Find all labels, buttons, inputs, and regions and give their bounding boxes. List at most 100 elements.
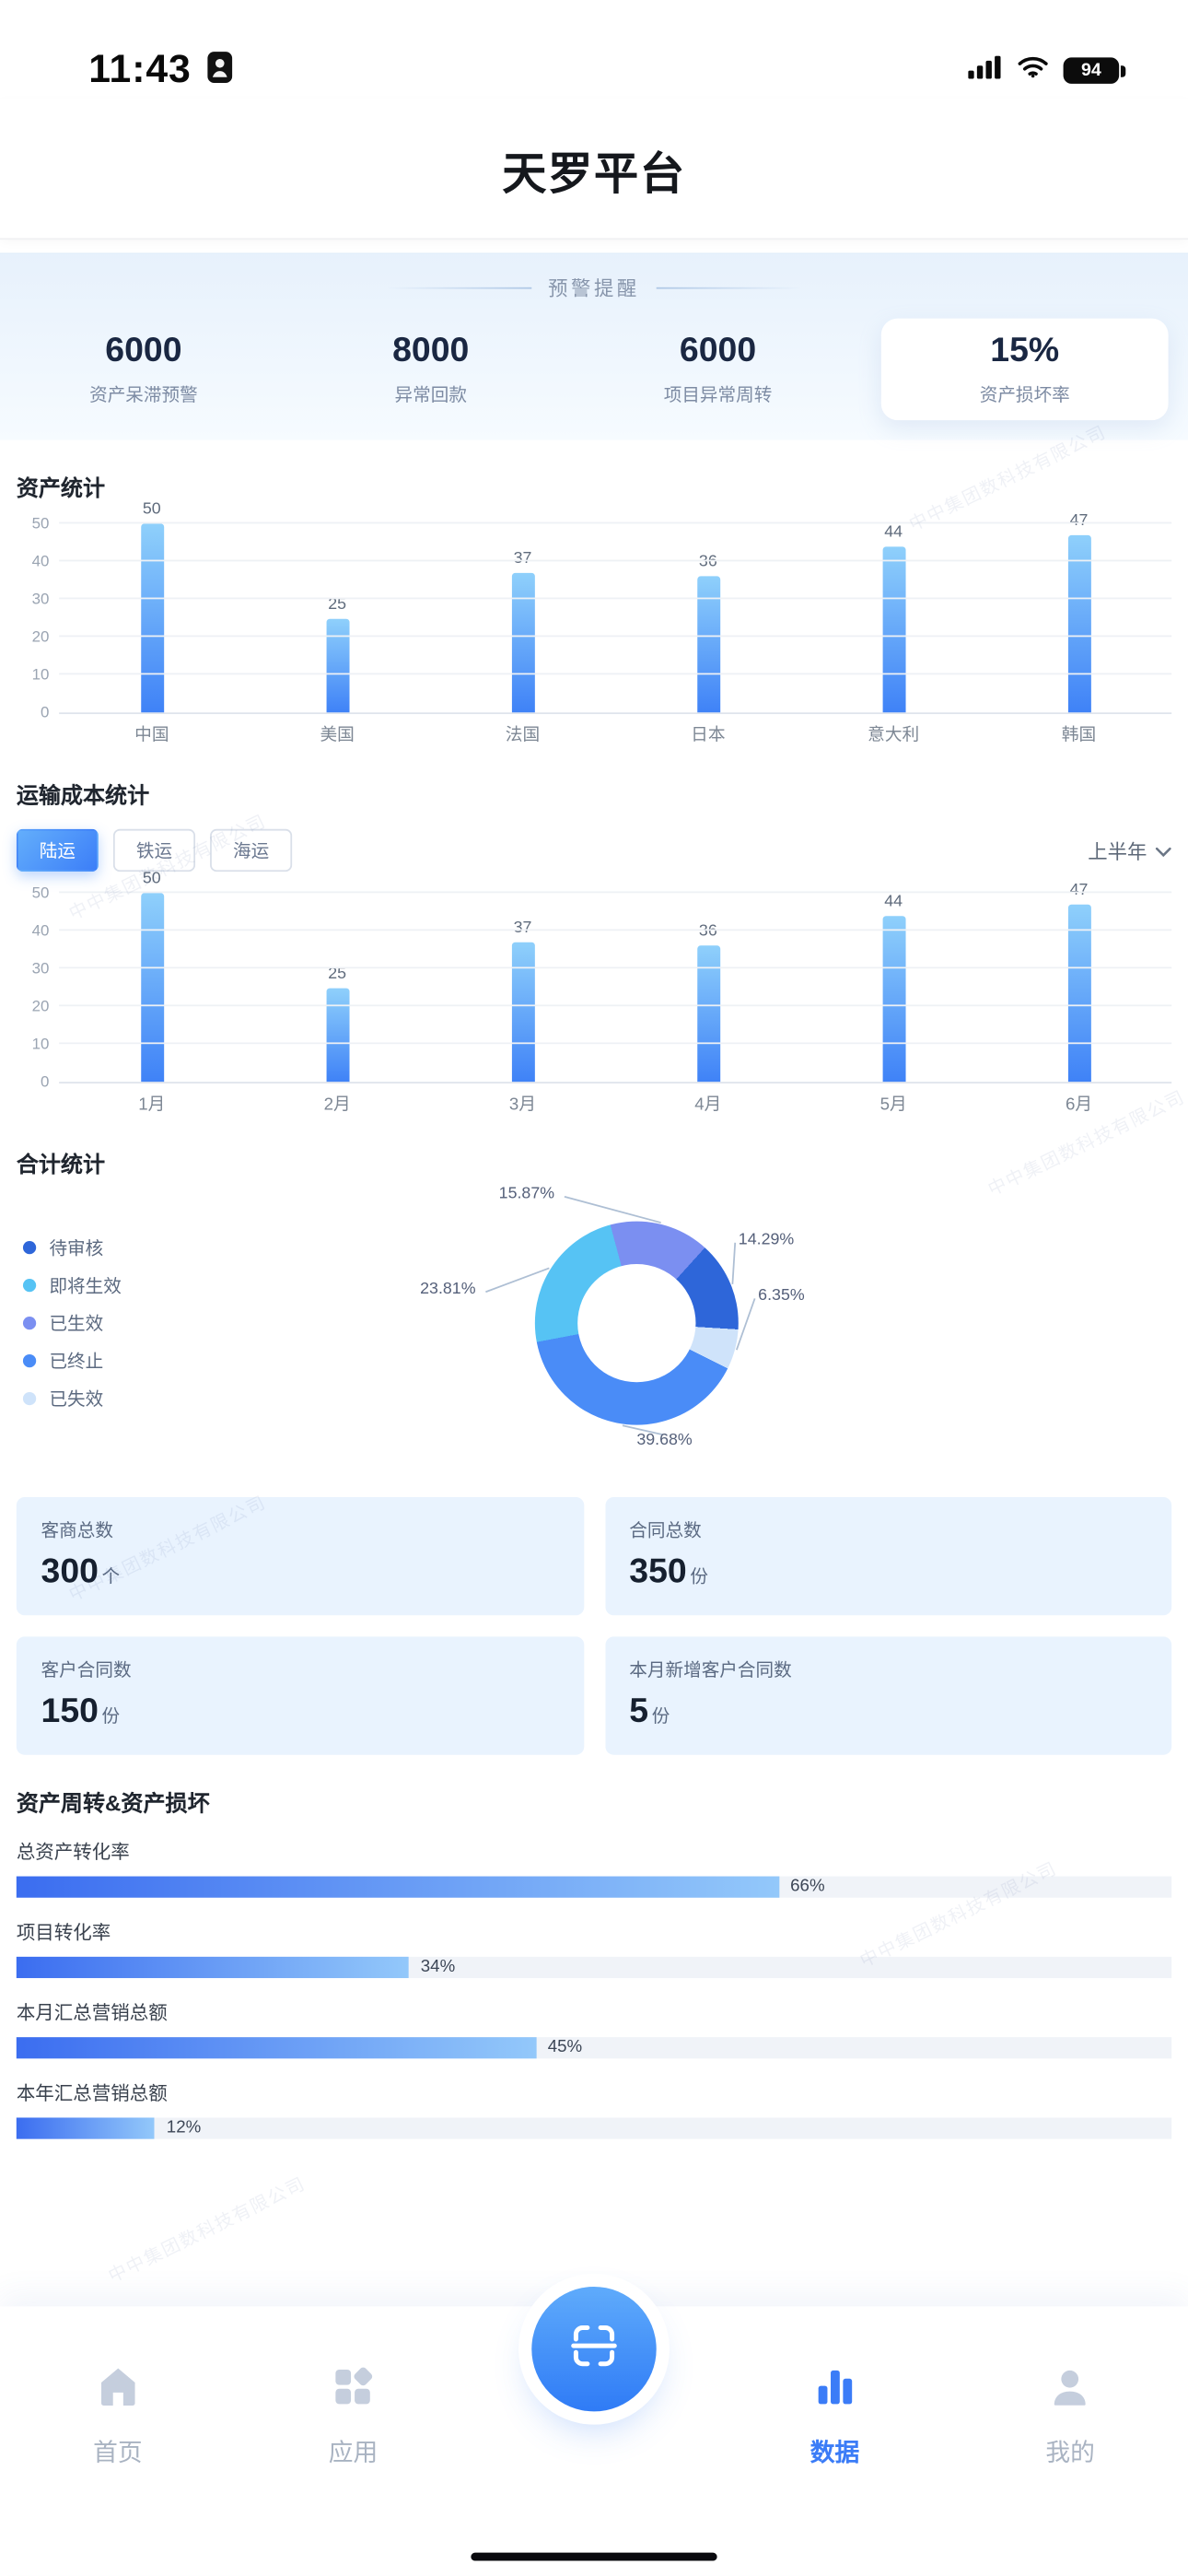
tab-item-label: 我的 xyxy=(1045,2439,1095,2467)
x-axis-label: 5月 xyxy=(879,1095,907,1115)
transport-tab-铁运[interactable]: 铁运 xyxy=(112,828,196,872)
alert-value: 6000 xyxy=(679,331,757,369)
progress-percent: 34% xyxy=(420,1956,456,1977)
stat-card-label: 本月新增客户合同数 xyxy=(629,1661,792,1681)
y-axis-label: 20 xyxy=(31,998,50,1016)
bar xyxy=(140,523,164,713)
transport-controls: 陆运 铁运 海运 上半年 xyxy=(16,828,1171,872)
x-axis-label: 6月 xyxy=(1065,1095,1093,1115)
stat-card-unit: 份 xyxy=(101,1707,121,1727)
bar-column: 44 xyxy=(801,892,986,1083)
status-right: 94 xyxy=(968,54,1126,87)
bar-chart: 0 10 20 30 40 50 50 25 37 36 44 47 1月 2月 3月 4月 5月 6月 xyxy=(17,870,1172,1117)
x-axis-label: 4月 xyxy=(694,1095,722,1115)
tab-item-我的[interactable]: 我的 xyxy=(952,2362,1188,2469)
status-time: 11:43 xyxy=(88,47,192,92)
bar xyxy=(881,545,905,713)
transport-tab-海运[interactable]: 海运 xyxy=(210,828,293,872)
gridline xyxy=(59,966,1172,969)
bar-value-label: 44 xyxy=(884,892,903,911)
legend-label: 已终止 xyxy=(49,1352,104,1373)
decorative-line-right xyxy=(656,287,801,289)
scan-button[interactable] xyxy=(531,2287,657,2412)
x-axis: 1月 2月 3月 4月 5月 6月 xyxy=(59,1092,1171,1117)
tab-item-数据[interactable]: 数据 xyxy=(717,2362,953,2469)
alert-item[interactable]: 6000 项目异常周转 xyxy=(575,319,862,420)
period-label: 上半年 xyxy=(1088,839,1147,863)
alert-value: 6000 xyxy=(105,331,182,369)
y-axis-label: 50 xyxy=(31,884,50,903)
x-axis-label: 法国 xyxy=(505,725,541,745)
bar-chart-plot: 0 10 20 30 40 50 50 25 37 36 44 47 xyxy=(32,500,1172,722)
bar-column: 37 xyxy=(430,525,615,713)
period-dropdown[interactable]: 上半年 xyxy=(1088,837,1171,864)
progress-track: 34% xyxy=(16,1956,1172,1979)
bar-column: 47 xyxy=(986,882,1171,1083)
tab-item-label: 数据 xyxy=(809,2439,860,2467)
bar-column: 25 xyxy=(244,525,429,713)
alert-item[interactable]: 6000 资产呆滞预警 xyxy=(0,319,287,420)
stat-card-label: 客户合同数 xyxy=(41,1661,132,1681)
alert-value: 15% xyxy=(990,331,1060,369)
bar-column: 37 xyxy=(430,895,615,1083)
bar xyxy=(696,945,720,1083)
legend-item: 即将生效 xyxy=(22,1272,252,1299)
progress-fill xyxy=(16,1956,410,1979)
stat-card-unit: 份 xyxy=(651,1707,670,1727)
alerts-items: 6000 资产呆滞预警 8000 异常回款 6000 项目异常周转 15% 资产损坏率 xyxy=(0,318,1188,421)
pie-percent-label: 14.29% xyxy=(738,1231,795,1249)
y-axis-label: 10 xyxy=(31,1036,50,1054)
bar-value-label: 50 xyxy=(142,870,161,888)
alert-item[interactable]: 15% 资产损坏率 xyxy=(880,318,1169,421)
transport-bar-chart: 0 10 20 30 40 50 50 25 37 36 44 47 1月 2月 3月 4月 5月 6月 xyxy=(0,870,1188,1117)
alerts-title: 预警提醒 xyxy=(548,277,640,301)
stat-card[interactable]: 本月新增客户合同数 5 份 xyxy=(604,1636,1172,1755)
tab-bar: 首页 应用 数据 我的 xyxy=(0,2287,1188,2576)
bar-column: 50 xyxy=(59,500,244,713)
gridline xyxy=(59,559,1172,562)
alert-label: 异常回款 xyxy=(394,385,467,406)
stat-card-value: 350 份 xyxy=(629,1552,708,1591)
transport-tab-陆运[interactable]: 陆运 xyxy=(16,828,99,872)
cellular-signal-icon xyxy=(968,54,1002,87)
bar-value-label: 37 xyxy=(513,919,532,938)
y-axis-label: 50 xyxy=(31,515,50,534)
stat-card[interactable]: 合同总数 350 份 xyxy=(604,1496,1172,1616)
alert-item[interactable]: 8000 异常回款 xyxy=(287,319,575,420)
alert-label: 资产损坏率 xyxy=(979,385,1070,406)
tab-item-首页[interactable]: 首页 xyxy=(0,2362,236,2469)
alert-label: 项目异常周转 xyxy=(663,385,773,406)
x-axis-label: 日本 xyxy=(691,725,726,745)
watermark-text: 中中集团数科技有限公司 xyxy=(105,2174,309,2288)
bar xyxy=(325,987,349,1083)
y-axis-label: 30 xyxy=(31,591,50,610)
bar-column: 47 xyxy=(986,512,1171,713)
bar-value-label: 25 xyxy=(328,964,347,983)
pie-percent-label: 39.68% xyxy=(636,1431,693,1450)
bar xyxy=(1067,904,1090,1083)
battery-icon: 94 xyxy=(1063,57,1126,84)
legend-dot xyxy=(22,1241,37,1255)
bar xyxy=(881,915,905,1083)
pie-section: 待审核 即将生效 已生效 已终止 已失效 15.87% 14.29% 6.35% 39.68%… xyxy=(0,1182,1188,1464)
bar-chart: 0 10 20 30 40 50 50 25 37 36 44 47 中国 美国 法国 日本 意大利 韩国 xyxy=(17,500,1172,747)
gridline xyxy=(59,673,1172,675)
stat-card-value: 300 个 xyxy=(41,1552,121,1591)
battery-nub xyxy=(1120,64,1126,76)
stat-card[interactable]: 客户合同数 150 份 xyxy=(16,1636,584,1755)
tab-item-应用[interactable]: 应用 xyxy=(236,2362,472,2469)
section-title-assets: 资产统计 xyxy=(16,475,106,501)
x-axis-label: 2月 xyxy=(323,1095,351,1115)
legend-dot xyxy=(22,1391,37,1406)
home-icon xyxy=(93,2362,142,2419)
bar-value-label: 47 xyxy=(1069,881,1089,900)
legend-item: 已生效 xyxy=(22,1310,252,1337)
tab-item-label: 首页 xyxy=(93,2439,143,2467)
apps-icon xyxy=(329,2362,378,2419)
bar-column: 36 xyxy=(615,895,800,1083)
bar-column: 36 xyxy=(615,525,800,713)
x-axis-label: 中国 xyxy=(134,725,169,745)
donut-chart: 15.87% 14.29% 6.35% 39.68% 23.81% xyxy=(390,1182,883,1464)
stat-card[interactable]: 客商总数 300 个 xyxy=(16,1496,584,1616)
